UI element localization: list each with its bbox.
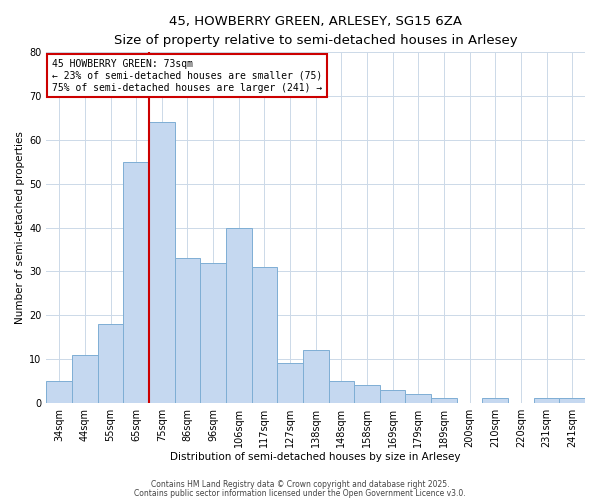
Bar [431,398,457,402]
Text: 45 HOWBERRY GREEN: 73sqm
← 23% of semi-detached houses are smaller (75)
75% of s: 45 HOWBERRY GREEN: 73sqm ← 23% of semi-d… [52,60,322,92]
Bar [380,390,406,402]
Bar [329,381,354,402]
Y-axis label: Number of semi-detached properties: Number of semi-detached properties [15,131,25,324]
X-axis label: Distribution of semi-detached houses by size in Arlesey: Distribution of semi-detached houses by … [170,452,461,462]
Bar [200,262,226,402]
Bar [354,385,380,402]
Bar [534,398,559,402]
Bar [303,350,329,403]
Text: Contains public sector information licensed under the Open Government Licence v3: Contains public sector information licen… [134,489,466,498]
Bar [98,324,124,402]
Bar [46,381,72,402]
Bar [175,258,200,402]
Bar [559,398,585,402]
Bar [482,398,508,402]
Bar [277,364,303,403]
Bar [72,354,98,403]
Bar [149,122,175,402]
Text: Contains HM Land Registry data © Crown copyright and database right 2025.: Contains HM Land Registry data © Crown c… [151,480,449,489]
Bar [124,162,149,402]
Bar [226,228,251,402]
Title: 45, HOWBERRY GREEN, ARLESEY, SG15 6ZA
Size of property relative to semi-detached: 45, HOWBERRY GREEN, ARLESEY, SG15 6ZA Si… [114,15,518,47]
Bar [406,394,431,402]
Bar [251,267,277,402]
